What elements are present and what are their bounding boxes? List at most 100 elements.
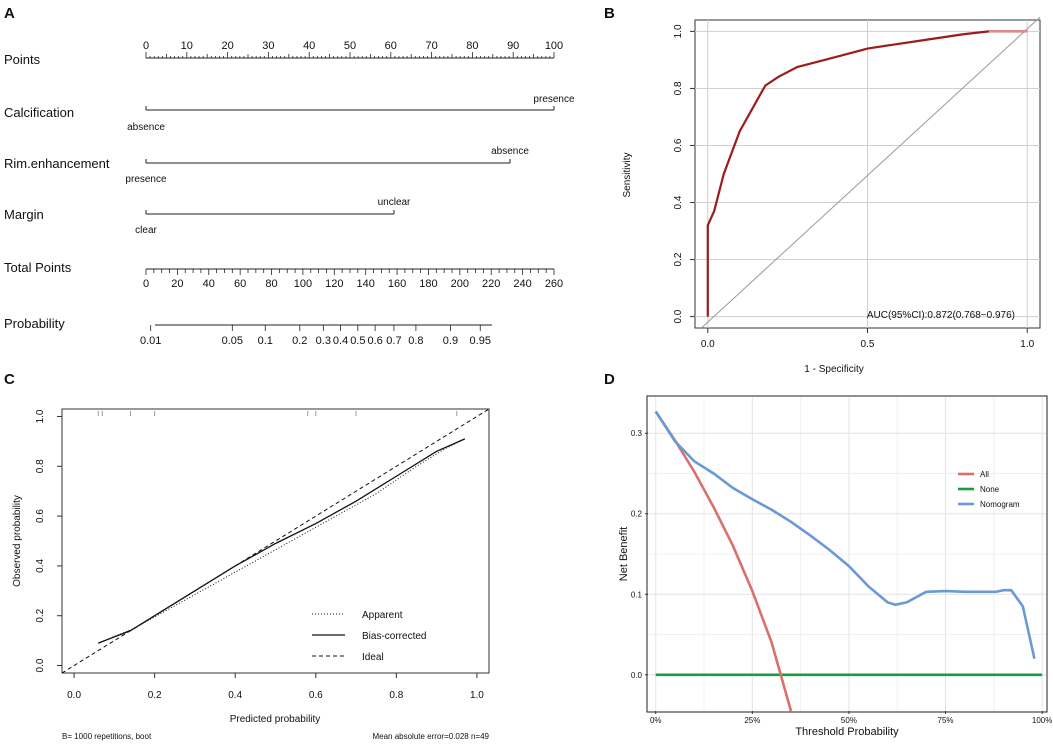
roc-x-tick-label: 0.0 — [701, 339, 715, 350]
roc-y-tick-label: 0.4 — [673, 195, 684, 209]
probability-axis-tick-label: 0.9 — [443, 335, 458, 347]
total-points-axis-tick-label: 100 — [294, 278, 312, 290]
roc-reference-diagonal — [701, 16, 1041, 329]
points-axis-tick-label: 10 — [181, 40, 193, 52]
points-axis-tick-label: 50 — [344, 40, 356, 52]
dca-axis-ticks: 0% 25% 50% 75% 100% 0.0 0.1 0.2 0.3 — [631, 429, 1052, 725]
legend-all-label: All — [980, 470, 989, 479]
roc-grid — [695, 20, 1040, 328]
total-points-axis-ticks: 0 20 40 60 80 100 120 140 160 180 200 220 240 260 — [143, 269, 563, 290]
dca-y-tick-label: 0.0 — [631, 671, 643, 680]
total-points-axis-tick-label: 220 — [482, 278, 500, 290]
dca-y-tick-label: 0.1 — [631, 590, 643, 599]
panel-label-a: A — [4, 5, 15, 22]
dca-grid — [648, 397, 1046, 711]
calibration-x-axis-label: Predicted probability — [230, 714, 321, 725]
roc-x-tick-label: 0.5 — [861, 339, 875, 350]
calibration-x-tick-label: 0.6 — [309, 690, 323, 701]
calcification-high-label: presence — [533, 94, 575, 105]
total-points-axis-tick-label: 80 — [265, 278, 277, 290]
nomogram-panel: Points Calcification Rim.enhancement Mar… — [4, 40, 575, 347]
probability-axis-tick-label: 0.2 — [292, 335, 307, 347]
probability-axis-tick-label: 0.95 — [470, 335, 491, 347]
dca-x-tick-label: 50% — [841, 716, 857, 725]
decision-curve-panel: 0% 25% 50% 75% 100% 0.0 0.1 0.2 0.3 All None Nom… — [618, 395, 1052, 738]
points-axis-tick-label: 80 — [466, 40, 478, 52]
total-points-axis-tick-label: 120 — [325, 278, 343, 290]
calibration-y-tick-label: 0.4 — [35, 559, 46, 573]
panel-label-d: D — [604, 371, 615, 388]
calibration-legend: Apparent Bias-corrected Ideal — [312, 610, 426, 663]
dca-legend: All None Nomogram — [958, 470, 1020, 509]
dca-plot-frame — [646, 395, 1048, 713]
calibration-y-tick-label: 0.0 — [35, 658, 46, 672]
probability-axis-tick-label: 0.01 — [140, 335, 161, 347]
total-points-axis-tick-label: 20 — [171, 278, 183, 290]
roc-y-tick-label: 0.8 — [673, 81, 684, 95]
total-points-axis-tick-label: 200 — [451, 278, 469, 290]
legend-none-label: None — [980, 485, 1000, 494]
points-axis-tick-label: 60 — [385, 40, 397, 52]
points-axis-tick-label: 70 — [425, 40, 437, 52]
calibration-bias-corrected-line — [98, 438, 466, 644]
total-points-axis-tick-label: 180 — [419, 278, 437, 290]
nomogram-row-label-calcification: Calcification — [4, 105, 74, 120]
roc-y-tick-label: 0.0 — [673, 309, 684, 323]
nomogram-row-label-probability: Probability — [4, 316, 65, 331]
points-axis-tick-label: 30 — [262, 40, 274, 52]
roc-axis-ticks: 0.0 0.5 1.0 0.0 0.2 0.4 0.6 0.8 1.0 — [673, 24, 1035, 350]
probability-axis-tick-label: 0.1 — [258, 335, 273, 347]
calcification-low-label: absence — [127, 122, 165, 133]
dca-x-tick-label: 100% — [1032, 716, 1052, 725]
points-axis-ticks: 0 10 20 30 40 50 60 70 80 90 100 — [143, 40, 563, 58]
probability-axis-ticks: 0.01 0.05 0.1 0.2 0.3 0.4 0.5 0.6 0.7 0.8 0.9 0.95 — [140, 325, 491, 347]
nomogram-row-label-margin: Margin — [4, 207, 44, 222]
calibration-y-axis-label: Observed probability — [12, 495, 23, 587]
points-axis-tick-label: 0 — [143, 40, 149, 52]
points-axis-tick-label: 90 — [507, 40, 519, 52]
calibration-y-tick-label: 0.6 — [35, 509, 46, 523]
probability-axis-tick-label: 0.4 — [333, 335, 348, 347]
roc-y-tick-label: 0.2 — [673, 252, 684, 266]
points-axis-tick-label: 100 — [545, 40, 563, 52]
dca-y-tick-label: 0.2 — [631, 510, 643, 519]
calibration-y-tick-label: 0.2 — [35, 608, 46, 622]
calibration-x-tick-label: 0.4 — [228, 690, 242, 701]
margin-low-label: clear — [135, 225, 157, 236]
calibration-plot-frame — [61, 408, 490, 674]
probability-axis-tick-label: 0.6 — [367, 335, 382, 347]
total-points-axis-tick-label: 260 — [545, 278, 563, 290]
calibration-x-tick-label: 0.2 — [148, 690, 162, 701]
dca-x-axis-label: Threshold Probability — [795, 726, 899, 738]
calibration-x-tick-label: 0.0 — [67, 690, 81, 701]
calibration-y-tick-label: 1.0 — [35, 409, 46, 423]
probability-axis-tick-label: 0.3 — [316, 335, 331, 347]
probability-axis-tick-label: 0.05 — [222, 335, 243, 347]
dca-x-tick-label: 25% — [744, 716, 760, 725]
nomogram-row-label-rim-enhancement: Rim.enhancement — [4, 156, 110, 171]
roc-x-axis-label: 1 - Specificity — [804, 364, 863, 375]
points-axis-tick-label: 20 — [221, 40, 233, 52]
dca-x-tick-label: 0% — [650, 716, 662, 725]
calibration-rug — [97, 411, 458, 416]
calibration-footer-left: B= 1000 repetitions, boot — [62, 732, 152, 741]
roc-auc-annotation: AUC(95%CI):0.872(0.768−0.976) — [867, 310, 1015, 321]
roc-panel: 0.0 0.5 1.0 0.0 0.2 0.4 0.6 0.8 1.0 AUC(95%CI):0… — [622, 16, 1041, 375]
probability-axis-tick-label: 0.8 — [408, 335, 423, 347]
total-points-axis-tick-label: 240 — [513, 278, 531, 290]
calibration-axis-ticks: 0.0 0.2 0.4 0.6 0.8 1.0 0.0 0.2 0.4 0.6 0.8 1.0 — [35, 409, 484, 701]
roc-x-tick-label: 1.0 — [1020, 339, 1034, 350]
panel-label-b: B — [604, 5, 615, 22]
legend-apparent-label: Apparent — [362, 610, 403, 621]
calibration-x-tick-label: 0.8 — [389, 690, 403, 701]
probability-axis-tick-label: 0.7 — [386, 335, 401, 347]
margin-high-label: unclear — [378, 197, 411, 208]
calibration-x-tick-label: 1.0 — [470, 690, 484, 701]
calibration-footer-right: Mean absolute error=0.028 n=49 — [372, 732, 489, 741]
roc-y-axis-label: Sensitivity — [622, 152, 633, 197]
total-points-axis-tick-label: 0 — [143, 278, 149, 290]
dca-y-axis-label: Net Benefit — [618, 527, 630, 581]
rim-enhancement-high-label: absence — [491, 146, 529, 157]
total-points-axis-tick-label: 140 — [357, 278, 375, 290]
